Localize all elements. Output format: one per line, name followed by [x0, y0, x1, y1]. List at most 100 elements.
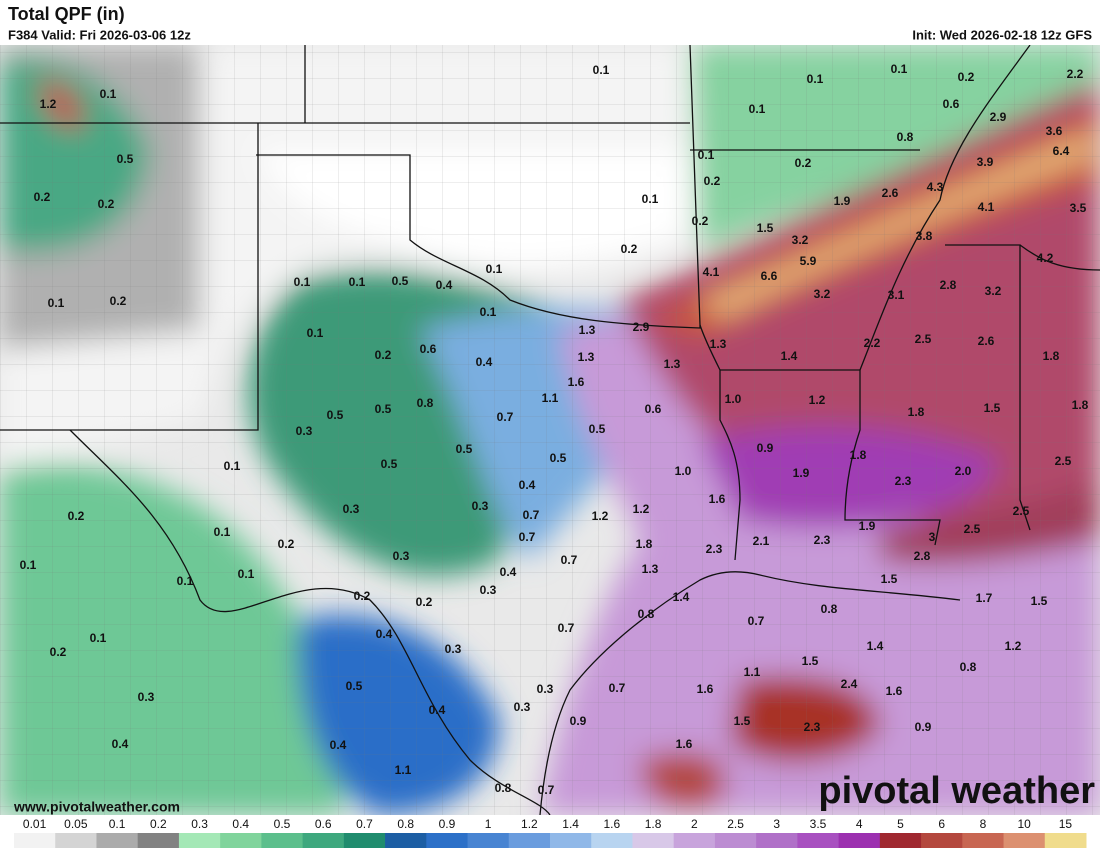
colorbar-label: 8 — [980, 817, 987, 831]
amount-label: 0.5 — [589, 422, 606, 436]
amount-label: 1.3 — [579, 323, 596, 337]
amount-label: 0.2 — [795, 156, 812, 170]
amount-label: 0.3 — [393, 549, 410, 563]
amount-label: 0.2 — [621, 242, 638, 256]
colorbar-label: 0.9 — [439, 817, 456, 831]
amount-label: 0.4 — [429, 703, 446, 717]
amount-label: 0.1 — [642, 192, 659, 206]
amount-label: 1.8 — [1072, 398, 1089, 412]
colorbar-label: 0.7 — [356, 817, 373, 831]
amount-label: 0.3 — [296, 424, 313, 438]
colorbar-label: 5 — [897, 817, 904, 831]
colorbar-label: 10 — [1017, 817, 1031, 831]
colorbar-swatch — [508, 833, 551, 848]
amount-label: 2.8 — [914, 549, 931, 563]
amount-label: 0.2 — [958, 70, 975, 84]
colorbar-swatch — [714, 833, 757, 848]
amount-label: 2.5 — [915, 332, 932, 346]
colorbar-swatch — [426, 833, 469, 848]
amount-label: 0.7 — [523, 508, 540, 522]
amount-label: 0.5 — [550, 451, 567, 465]
colorbar-label: 0.1 — [109, 817, 126, 831]
colorbar: 0.01 0.05 0.1 0.2 0.3 0.4 0.5 0.6 0.7 0.8 0.9 1 1.2 1… — [14, 817, 1087, 848]
amount-label: 6.4 — [1053, 144, 1070, 158]
colorbar-swatch — [178, 833, 221, 848]
colorbar-label: 0.05 — [64, 817, 88, 831]
amount-label: 0.7 — [497, 410, 514, 424]
amount-label: 0.2 — [416, 595, 433, 609]
colorbar-swatch — [385, 833, 427, 848]
amount-label: 1.1 — [542, 391, 559, 405]
amount-label: 0.7 — [609, 681, 626, 695]
amount-label: 2.5 — [1013, 504, 1030, 518]
amount-label: 2.6 — [978, 334, 995, 348]
amount-label: 1.8 — [636, 537, 653, 551]
amount-label: 1.9 — [859, 519, 876, 533]
colorbar-label: 6 — [938, 817, 945, 831]
amount-label: 0.6 — [645, 402, 662, 416]
colorbar-swatch — [1003, 833, 1046, 848]
amount-label: 1.3 — [578, 350, 595, 364]
map-title: Total QPF (in) — [8, 4, 125, 24]
amount-label: 1.5 — [757, 221, 774, 235]
amount-label: 2.9 — [990, 110, 1007, 124]
amount-label: 1.6 — [709, 492, 726, 506]
amount-label: 2.0 — [955, 464, 972, 478]
colorbar-swatch — [96, 833, 139, 848]
amount-label: 0.3 — [445, 642, 462, 656]
amount-label: 1.2 — [633, 502, 650, 516]
amount-label: 4.1 — [703, 265, 720, 279]
amount-label: 0.1 — [307, 326, 324, 340]
colorbar-label: 15 — [1059, 817, 1073, 831]
amount-label: 6.6 — [761, 269, 778, 283]
amount-label: 0.7 — [561, 553, 578, 567]
colorbar-label: 2.5 — [727, 817, 744, 831]
amount-label: 2.3 — [804, 720, 821, 734]
amount-label: 0.5 — [117, 152, 134, 166]
colorbar-label: 3 — [773, 817, 780, 831]
amount-label: 1.0 — [675, 464, 692, 478]
amount-label: 4.1 — [978, 200, 995, 214]
amount-label: 0.5 — [327, 408, 344, 422]
amount-label: 1.4 — [867, 639, 884, 653]
amount-label: 2.2 — [864, 336, 881, 350]
amount-label: 2.3 — [814, 533, 831, 547]
amount-label: 1.5 — [984, 401, 1001, 415]
amount-label: 1.7 — [976, 591, 993, 605]
colorbar-swatch — [673, 833, 716, 848]
amount-label: 0.3 — [343, 502, 360, 516]
amount-label: 0.2 — [375, 348, 392, 362]
amount-label: 0.7 — [538, 783, 555, 797]
amount-label: 3.2 — [792, 233, 809, 247]
amount-label: 1.2 — [592, 509, 609, 523]
colorbar-label: 0.6 — [315, 817, 332, 831]
amount-label: 2.5 — [1055, 454, 1072, 468]
colorbar-swatch — [14, 833, 56, 848]
amount-label: 0.3 — [514, 700, 531, 714]
amount-label: 3.5 — [1070, 201, 1087, 215]
colorbar-swatch — [343, 833, 386, 848]
colorbar-label: 0.8 — [397, 817, 414, 831]
colorbar-swatch — [261, 833, 304, 848]
amount-label: 0.2 — [50, 645, 67, 659]
amount-label: 1.1 — [395, 763, 412, 777]
amount-label: 0.1 — [224, 459, 241, 473]
amount-label: 1.3 — [710, 337, 727, 351]
website: www.pivotalweather.com — [13, 799, 180, 815]
amount-label: 1.4 — [673, 590, 690, 604]
amount-label: 0.3 — [472, 499, 489, 513]
colorbar-label: 0.5 — [274, 817, 291, 831]
amount-label: 0.2 — [278, 537, 295, 551]
amount-label: 5.9 — [800, 254, 817, 268]
amount-label: 0.2 — [98, 197, 115, 211]
amount-label: 0.1 — [90, 631, 107, 645]
colorbar-swatch — [1044, 833, 1087, 848]
amount-label: 0.9 — [757, 441, 774, 455]
amount-label: 0.5 — [346, 679, 363, 693]
amount-label: 2.3 — [706, 542, 723, 556]
colorbar-label: 0.4 — [232, 817, 249, 831]
amount-labels: 1.2 0.1 0.5 0.2 0.2 0.1 0.2 0.1 0.1 0.1 0.2 2.2 0.6 2… — [20, 62, 1089, 797]
colorbar-label: 0.2 — [150, 817, 167, 831]
amount-label: 0.4 — [519, 478, 536, 492]
amount-label: 2.2 — [1067, 67, 1084, 81]
